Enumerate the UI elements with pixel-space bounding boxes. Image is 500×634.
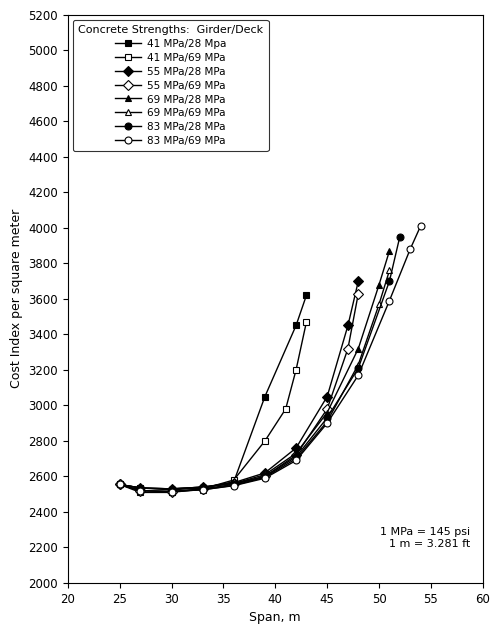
69 MPa/69 MPa	[168, 488, 174, 495]
55 MPa/28 MPa	[116, 481, 122, 488]
83 MPa/69 MPa	[168, 488, 174, 495]
83 MPa/28 MPa	[397, 233, 403, 240]
69 MPa/28 MPa	[168, 485, 174, 493]
41 MPa/28 Mpa	[293, 321, 299, 329]
69 MPa/28 MPa	[200, 483, 205, 491]
55 MPa/69 MPa	[231, 481, 237, 488]
55 MPa/69 MPa	[324, 405, 330, 413]
55 MPa/69 MPa	[345, 345, 351, 353]
83 MPa/69 MPa	[324, 419, 330, 427]
83 MPa/28 MPa	[262, 472, 268, 480]
Y-axis label: Cost Index per square meter: Cost Index per square meter	[10, 209, 22, 389]
55 MPa/69 MPa	[138, 487, 143, 495]
69 MPa/28 MPa	[376, 281, 382, 288]
83 MPa/28 MPa	[138, 484, 143, 492]
Line: 69 MPa/69 MPa: 69 MPa/69 MPa	[116, 267, 393, 495]
69 MPa/69 MPa	[231, 482, 237, 489]
41 MPa/69 MPa	[200, 485, 205, 493]
41 MPa/28 Mpa	[116, 481, 122, 488]
83 MPa/28 MPa	[116, 481, 122, 488]
Line: 83 MPa/69 MPa: 83 MPa/69 MPa	[116, 223, 424, 495]
55 MPa/28 MPa	[200, 483, 205, 491]
Text: 1 MPa = 145 psi
1 m = 3.281 ft: 1 MPa = 145 psi 1 m = 3.281 ft	[380, 527, 470, 549]
55 MPa/69 MPa	[293, 451, 299, 459]
Line: 69 MPa/28 MPa: 69 MPa/28 MPa	[116, 247, 393, 493]
41 MPa/28 Mpa	[138, 484, 143, 492]
69 MPa/28 MPa	[116, 481, 122, 488]
69 MPa/28 MPa	[356, 345, 362, 353]
55 MPa/28 MPa	[345, 321, 351, 329]
41 MPa/69 MPa	[231, 476, 237, 484]
41 MPa/28 Mpa	[262, 392, 268, 400]
55 MPa/28 MPa	[168, 485, 174, 493]
69 MPa/69 MPa	[116, 481, 122, 488]
X-axis label: Span, m: Span, m	[250, 611, 301, 624]
69 MPa/28 MPa	[231, 480, 237, 488]
83 MPa/69 MPa	[407, 245, 413, 253]
Line: 55 MPa/69 MPa: 55 MPa/69 MPa	[116, 290, 362, 495]
Line: 41 MPa/69 MPa: 41 MPa/69 MPa	[116, 318, 310, 496]
41 MPa/28 Mpa	[304, 292, 310, 299]
69 MPa/69 MPa	[376, 301, 382, 308]
83 MPa/69 MPa	[231, 482, 237, 489]
Legend: 41 MPa/28 Mpa, 41 MPa/69 MPa, 55 MPa/28 MPa, 55 MPa/69 MPa, 69 MPa/28 MPa, 69 MP: 41 MPa/28 Mpa, 41 MPa/69 MPa, 55 MPa/28 …	[73, 20, 268, 152]
41 MPa/69 MPa	[282, 405, 288, 413]
55 MPa/28 MPa	[293, 444, 299, 452]
55 MPa/69 MPa	[116, 481, 122, 488]
Line: 55 MPa/28 MPa: 55 MPa/28 MPa	[116, 278, 362, 493]
83 MPa/69 MPa	[356, 372, 362, 379]
55 MPa/28 MPa	[262, 469, 268, 477]
55 MPa/69 MPa	[200, 485, 205, 493]
69 MPa/28 MPa	[324, 409, 330, 417]
83 MPa/69 MPa	[200, 486, 205, 494]
69 MPa/69 MPa	[262, 474, 268, 481]
83 MPa/69 MPa	[138, 487, 143, 495]
55 MPa/69 MPa	[356, 290, 362, 297]
Line: 41 MPa/28 Mpa: 41 MPa/28 Mpa	[116, 292, 310, 493]
55 MPa/28 MPa	[356, 277, 362, 285]
83 MPa/28 MPa	[231, 480, 237, 488]
83 MPa/69 MPa	[386, 297, 392, 304]
55 MPa/69 MPa	[168, 488, 174, 495]
Line: 83 MPa/28 MPa: 83 MPa/28 MPa	[116, 233, 404, 493]
41 MPa/69 MPa	[168, 489, 174, 496]
69 MPa/28 MPa	[293, 450, 299, 457]
69 MPa/69 MPa	[200, 486, 205, 494]
83 MPa/28 MPa	[200, 483, 205, 491]
55 MPa/28 MPa	[138, 484, 143, 492]
41 MPa/69 MPa	[116, 481, 122, 488]
55 MPa/28 MPa	[324, 392, 330, 400]
55 MPa/28 MPa	[231, 479, 237, 486]
41 MPa/69 MPa	[293, 366, 299, 373]
83 MPa/28 MPa	[168, 485, 174, 493]
41 MPa/28 Mpa	[200, 484, 205, 492]
83 MPa/69 MPa	[418, 223, 424, 230]
69 MPa/28 MPa	[386, 247, 392, 255]
83 MPa/69 MPa	[293, 456, 299, 464]
41 MPa/69 MPa	[262, 437, 268, 444]
69 MPa/69 MPa	[356, 361, 362, 368]
41 MPa/69 MPa	[138, 489, 143, 496]
83 MPa/28 MPa	[324, 414, 330, 422]
41 MPa/28 Mpa	[231, 478, 237, 486]
69 MPa/69 MPa	[293, 455, 299, 462]
41 MPa/69 MPa	[304, 318, 310, 326]
83 MPa/28 MPa	[356, 365, 362, 372]
83 MPa/28 MPa	[386, 277, 392, 285]
69 MPa/28 MPa	[138, 484, 143, 492]
41 MPa/28 Mpa	[168, 486, 174, 494]
69 MPa/69 MPa	[386, 267, 392, 275]
69 MPa/69 MPa	[324, 418, 330, 425]
83 MPa/28 MPa	[293, 453, 299, 461]
83 MPa/69 MPa	[262, 474, 268, 482]
55 MPa/69 MPa	[262, 472, 268, 480]
69 MPa/28 MPa	[262, 471, 268, 479]
83 MPa/69 MPa	[116, 481, 122, 488]
69 MPa/69 MPa	[138, 487, 143, 495]
